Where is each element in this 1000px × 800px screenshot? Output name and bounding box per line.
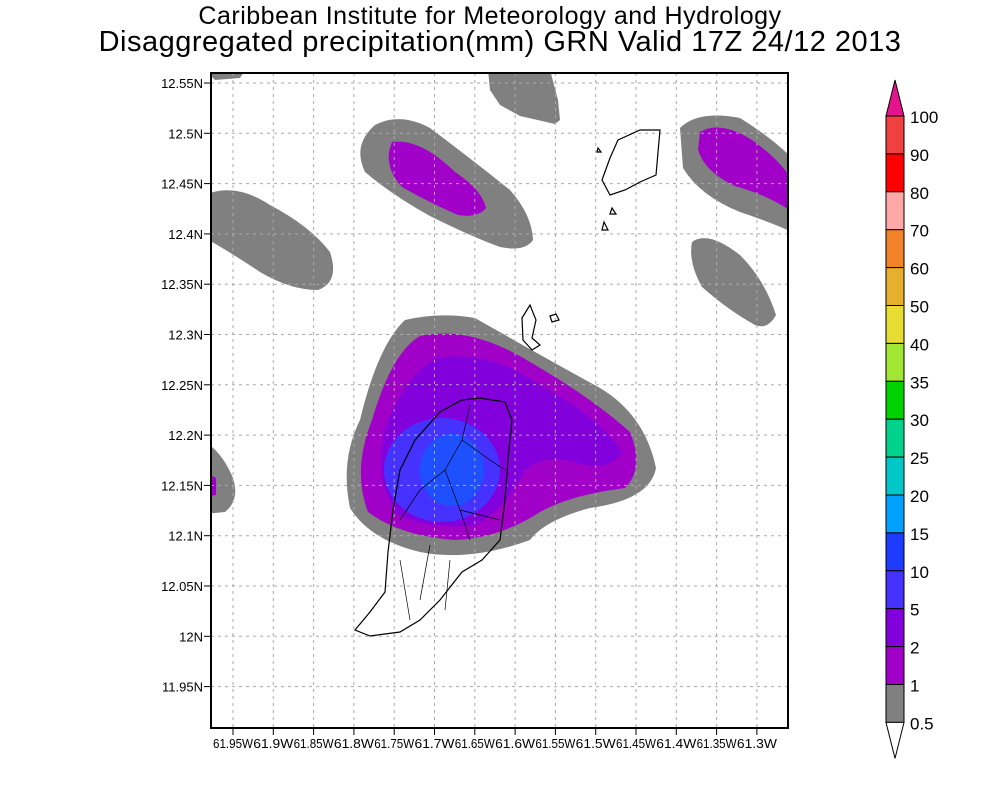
colorbar-under-triangle <box>885 721 905 759</box>
lat-tick-label: 12.3N <box>168 328 203 343</box>
lon-tick-label: 61.55W <box>535 737 575 751</box>
colorbar-label: 10 <box>910 563 929 582</box>
colorbar-segment <box>885 494 905 534</box>
grenada-island <box>354 397 513 637</box>
graticule <box>211 73 788 728</box>
lat-tick-label: 12.5N <box>168 126 203 141</box>
lon-tick-label: 61.45W <box>616 737 656 751</box>
lat-tick-label: 12.4N <box>168 227 203 242</box>
lat-tick-label: 12.35N <box>161 277 203 292</box>
lat-tick-label: 12.15N <box>161 478 203 493</box>
colorbar-label: 0.5 <box>910 714 934 733</box>
lon-tick-label: 61.85W <box>294 737 334 751</box>
lat-tick-label: 12.2N <box>168 428 203 443</box>
map-frame <box>210 72 789 729</box>
lat-tick-label: 12.45N <box>161 177 203 192</box>
colorbar-segment <box>885 305 905 344</box>
colorbar-segment <box>885 608 905 648</box>
chart-title-institute: Caribbean Institute for Meteorology and … <box>198 2 782 30</box>
colorbar-segment <box>885 267 905 307</box>
chart-title-product: Disaggregated precipitation(mm) GRN Vali… <box>98 26 902 58</box>
lat-tick-label: 12.25N <box>161 378 203 393</box>
lon-tick-label: 61.4W <box>656 737 696 751</box>
colorbar-legend: 100 90 80 70 60 50 40 35 30 25 20 15 10 5 2 1 0.5 <box>885 79 938 759</box>
colorbar-label: 40 <box>910 335 929 354</box>
lon-tick-label: 61.65W <box>455 737 495 751</box>
colorbar-segment <box>885 532 905 572</box>
colorbar-over-triangle <box>885 79 905 117</box>
colorbar-label: 35 <box>910 373 929 392</box>
lon-tick-label: 61.75W <box>374 737 414 751</box>
colorbar-label: 50 <box>910 298 929 317</box>
grenadines-islands <box>596 129 661 231</box>
colorbar-segment <box>885 153 905 193</box>
colorbar-label: 30 <box>910 411 929 430</box>
lon-tick-label: 61.5W <box>576 737 616 751</box>
colorbar-segment <box>885 418 905 458</box>
colorbar-label: 100 <box>910 108 938 127</box>
petite-martinique-island <box>549 313 560 323</box>
colorbar-label: 60 <box>910 260 929 279</box>
lat-tick-label: 12.55N <box>161 76 203 91</box>
colorbar-label: 80 <box>910 184 929 203</box>
precip-10-15-area <box>420 434 484 506</box>
colorbar-label: 15 <box>910 525 929 544</box>
lon-tick-label: 61.95W <box>213 737 253 751</box>
colorbar-segment <box>885 229 905 269</box>
colorbar-segment <box>885 191 905 231</box>
colorbar-segment <box>885 342 905 382</box>
colorbar-segment <box>885 570 905 610</box>
lon-tick-label: 61.8W <box>334 737 374 751</box>
colorbar-label: 90 <box>910 146 929 165</box>
colorbar-label: 5 <box>910 601 919 620</box>
colorbar-segment <box>885 646 905 685</box>
colorbar-label: 1 <box>910 677 919 696</box>
lat-tick-label: 12.05N <box>161 579 203 594</box>
colorbar-label: 25 <box>910 449 929 468</box>
coastlines <box>354 129 661 637</box>
colorbar-label: 2 <box>910 639 919 658</box>
lon-tick-label: 61.3W <box>737 737 777 751</box>
colorbar-segment <box>885 456 905 496</box>
colorbar-segment <box>885 115 905 155</box>
colorbar-segment <box>885 684 905 723</box>
lat-tick-label: 11.95N <box>162 680 203 695</box>
colorbar-label: 70 <box>910 222 929 241</box>
lon-tick-label: 61.6W <box>495 737 535 751</box>
lat-tick-label: 12.1N <box>168 529 203 544</box>
lat-tick-label: 12N <box>179 629 203 644</box>
precip-fields <box>211 73 788 556</box>
lon-tick-label: 61.35W <box>697 737 737 751</box>
colorbar-segment <box>885 380 905 420</box>
lon-tick-label: 61.7W <box>415 737 455 751</box>
carriacou-island <box>521 303 542 351</box>
lon-tick-label: 61.9W <box>253 737 293 751</box>
grenada-parishes <box>399 404 506 621</box>
axis-ticks: 12.55N 12.5N 12.45N 12.4N 12.35N 12.3N 12.25N 1… <box>161 76 777 751</box>
colorbar-label: 20 <box>910 487 929 506</box>
